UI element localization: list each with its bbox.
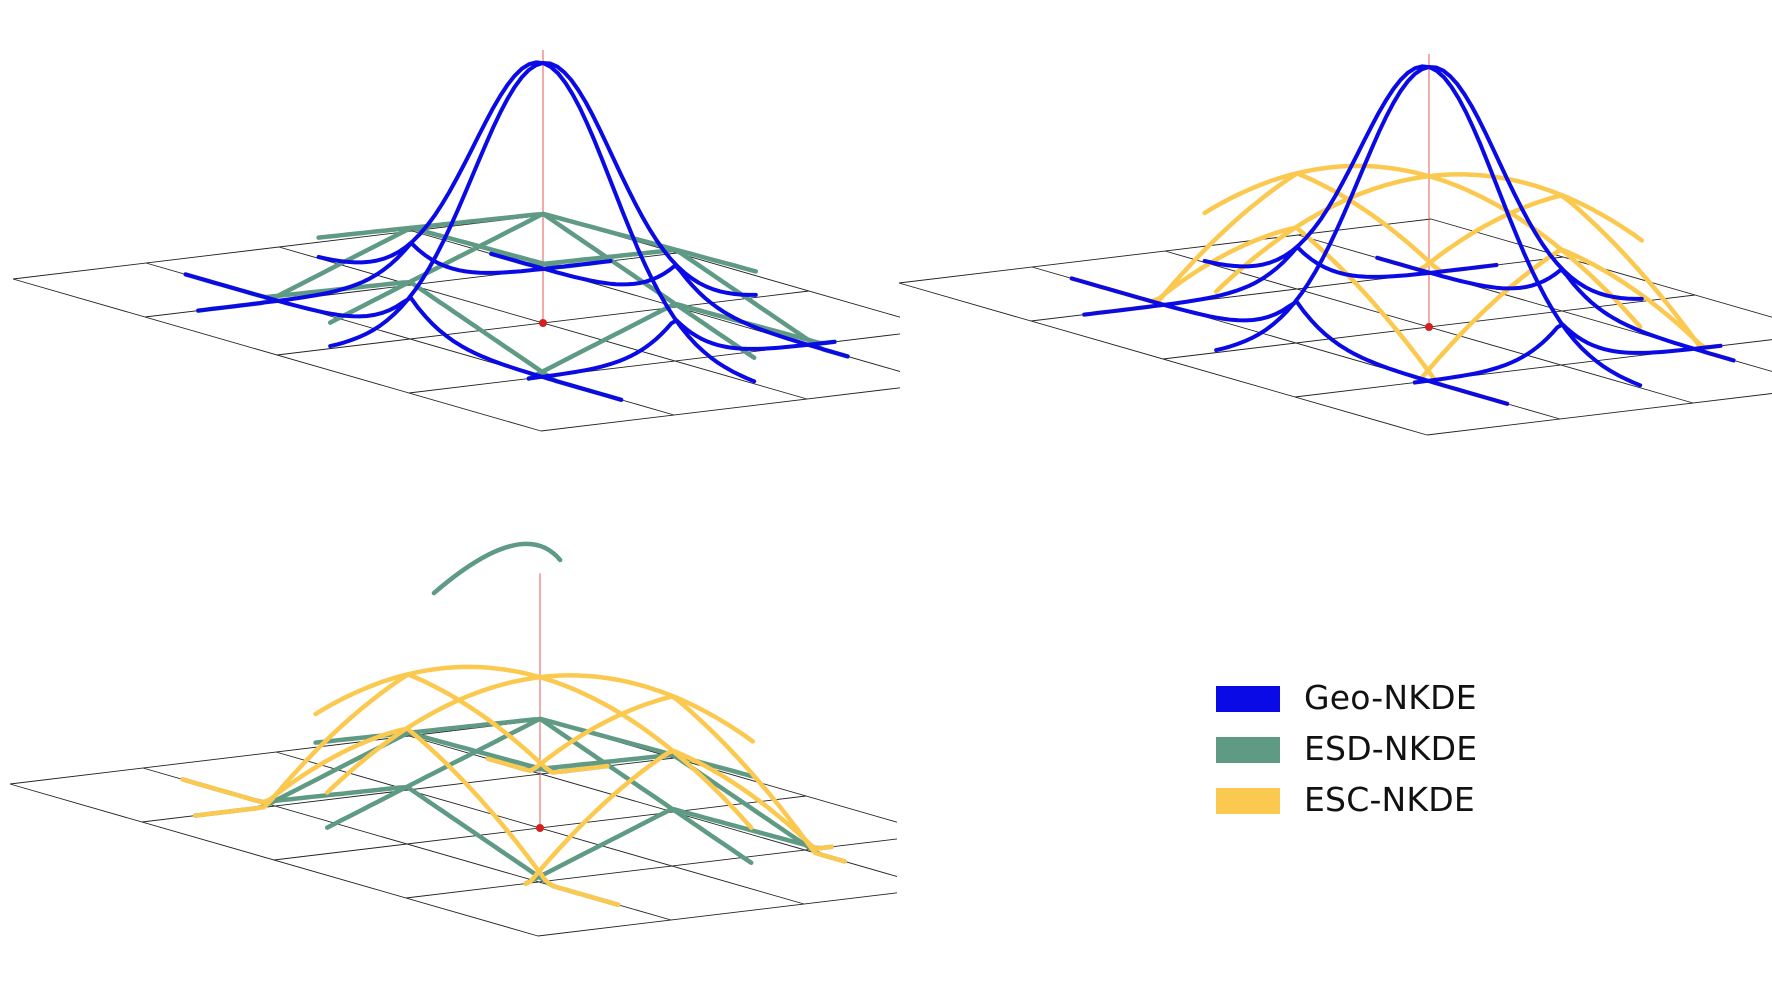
legend-item-esd: ESD-NKDE — [1216, 725, 1536, 776]
density-curve-geo — [1069, 276, 1510, 406]
legend: Geo-NKDE ESD-NKDE ESC-NKDE — [1216, 674, 1536, 827]
grid-line — [540, 387, 900, 432]
density-curves-geo — [1069, 64, 1736, 406]
network-grid — [12, 214, 900, 432]
density-curve-esd — [523, 806, 834, 886]
density-curve-esc — [180, 726, 621, 908]
legend-swatch-geo — [1216, 686, 1280, 712]
legend-swatch-esc — [1216, 788, 1280, 814]
density-curve-esd — [526, 301, 837, 381]
legend-swatch-esd — [1216, 737, 1280, 763]
event-point — [536, 824, 544, 832]
density-curves-geo — [183, 60, 850, 402]
legend-item-esc: ESC-NKDE — [1216, 776, 1536, 827]
density-curve-geo — [183, 272, 624, 402]
density-curve-esd — [192, 730, 610, 818]
grid-line — [1426, 393, 1772, 436]
density-curve-esd-peak — [431, 541, 563, 596]
density-curve-esc — [313, 664, 754, 831]
event-point — [539, 319, 547, 327]
legend-item-geo: Geo-NKDE — [1216, 674, 1536, 725]
grid-line — [537, 892, 897, 937]
density-curve-geo — [526, 318, 837, 381]
density-curve-geo — [316, 60, 757, 384]
density-curve-geo — [1412, 322, 1723, 385]
grid-line — [405, 838, 897, 899]
density-curve-esc — [1412, 247, 1723, 385]
density-curve-esd — [488, 247, 850, 359]
density-curve-esd — [316, 212, 757, 361]
event-point — [1425, 323, 1433, 331]
panel-geo-vs-esc — [898, 54, 1772, 436]
legend-label-esd: ESD-NKDE — [1304, 729, 1478, 768]
density-curves-esc — [180, 664, 847, 908]
density-curve-esc — [485, 694, 847, 864]
legend-label-geo: Geo-NKDE — [1304, 678, 1477, 717]
density-curve-esc — [192, 672, 610, 818]
density-curves-esc — [1069, 163, 1736, 407]
panel-geo-vs-esd — [12, 50, 900, 432]
density-curve-geo — [489, 251, 850, 359]
grid-line — [1294, 339, 1772, 398]
legend-label-esc: ESC-NKDE — [1304, 780, 1475, 819]
density-curve-esd — [485, 752, 847, 864]
network-grid — [9, 719, 897, 937]
density-curve-esc — [523, 748, 834, 886]
grid-line — [408, 333, 900, 394]
density-curves-esd — [183, 211, 850, 403]
density-curve-esc — [1081, 171, 1499, 317]
density-curves-esd — [180, 716, 847, 908]
density-curve-geo — [1375, 255, 1736, 363]
panel-esd-vs-esc — [9, 541, 897, 937]
density-curve-esc — [1374, 193, 1736, 363]
density-curve-esc — [1202, 163, 1643, 330]
density-curve-geo — [1202, 64, 1643, 388]
